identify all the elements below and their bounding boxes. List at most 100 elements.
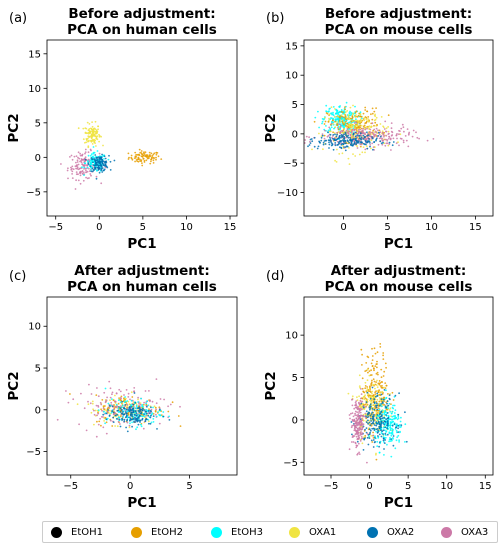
data-point-oxa2 [94,159,96,161]
data-point-oxa2 [379,427,381,429]
data-point-etoh2 [332,131,334,133]
data-point-etoh2 [380,369,382,371]
data-point-oxa2 [369,425,371,427]
panel-label: (c) [9,269,26,284]
data-point-etoh2 [376,459,378,461]
data-point-oxa3 [361,420,363,422]
data-point-etoh2 [386,385,388,387]
data-point-etoh2 [141,153,143,155]
data-point-oxa3 [78,151,80,153]
scatter-points [60,121,162,190]
data-point-etoh3 [125,401,127,403]
data-point-etoh3 [98,409,100,411]
data-point-etoh2 [139,149,141,151]
data-point-oxa2 [397,425,399,427]
data-point-etoh3 [136,426,138,428]
data-point-oxa3 [338,123,340,125]
data-point-oxa2 [400,424,402,426]
data-point-etoh3 [126,400,128,402]
data-point-oxa3 [85,151,87,153]
y-axis-label: PC2 [6,371,22,400]
data-point-etoh2 [360,349,362,351]
legend-label-etoh3: EtOH3 [231,527,263,538]
data-point-etoh2 [332,119,334,121]
data-point-oxa1 [367,120,369,122]
data-point-etoh2 [372,359,374,361]
data-point-etoh3 [376,441,378,443]
x-tick-label: 15 [479,481,492,492]
data-point-oxa2 [116,410,118,412]
data-point-oxa3 [391,135,393,137]
data-point-oxa3 [71,171,73,173]
data-point-oxa1 [137,399,139,401]
data-point-etoh3 [398,441,400,443]
data-point-etoh3 [146,400,148,402]
data-point-oxa1 [336,161,338,163]
data-point-etoh3 [120,401,122,403]
data-point-oxa2 [358,140,360,142]
data-point-oxa2 [381,415,383,417]
y-tick-label: 0 [292,129,298,140]
data-point-oxa3 [79,153,81,155]
data-point-oxa2 [377,395,379,397]
data-point-etoh3 [153,421,155,423]
data-point-oxa3 [337,127,339,129]
data-point-etoh2 [373,367,375,369]
data-point-etoh2 [141,150,143,152]
data-point-etoh3 [389,439,391,441]
data-point-oxa2 [380,425,382,427]
data-point-etoh2 [362,388,364,390]
data-point-oxa3 [90,402,92,404]
x-tick-label: 5 [405,481,411,492]
data-point-oxa2 [130,409,132,411]
legend: EtOH1 EtOH2 EtOH3 OXA1 OXA2 OXA3 [42,521,498,543]
data-point-oxa2 [105,158,107,160]
data-point-oxa2 [133,411,135,413]
data-point-etoh2 [158,155,160,157]
data-point-oxa3 [88,159,90,161]
data-point-oxa3 [358,402,360,404]
data-point-oxa3 [69,156,71,158]
data-point-oxa3 [103,407,105,409]
data-point-oxa3 [400,138,402,140]
data-point-oxa3 [358,412,360,414]
x-axis-label: PC1 [127,236,156,252]
data-point-oxa1 [95,410,97,412]
data-point-oxa1 [365,119,367,121]
data-point-oxa2 [375,425,377,427]
data-point-oxa1 [368,396,370,398]
data-point-oxa3 [386,140,388,142]
data-point-oxa2 [389,142,391,144]
data-point-oxa3 [415,131,417,133]
data-point-etoh2 [371,382,373,384]
data-point-oxa2 [377,135,379,137]
data-point-oxa2 [298,146,300,148]
data-point-oxa2 [372,149,374,151]
data-point-oxa2 [381,436,383,438]
data-point-oxa3 [361,415,363,417]
data-point-etoh2 [148,157,150,159]
data-point-oxa3 [76,171,78,173]
data-point-oxa3 [103,392,105,394]
y-tick-label: 10 [28,322,41,333]
data-point-oxa2 [355,137,357,139]
data-point-oxa2 [127,431,129,433]
data-point-oxa3 [350,134,352,136]
data-point-oxa2 [379,441,381,443]
data-point-oxa2 [404,411,406,413]
data-point-etoh3 [404,441,406,443]
data-point-oxa1 [99,136,101,138]
data-point-oxa1 [352,153,354,155]
data-point-oxa2 [122,411,124,413]
data-point-etoh2 [103,406,105,408]
data-point-etoh2 [362,391,364,393]
data-point-oxa1 [117,425,119,427]
panel-label: (d) [266,269,284,284]
data-point-oxa2 [105,166,107,168]
data-point-oxa1 [140,402,142,404]
data-point-oxa2 [359,137,361,139]
data-point-oxa1 [95,145,97,147]
data-point-oxa2 [381,430,383,432]
data-point-etoh3 [152,412,154,414]
data-point-oxa1 [359,154,361,156]
